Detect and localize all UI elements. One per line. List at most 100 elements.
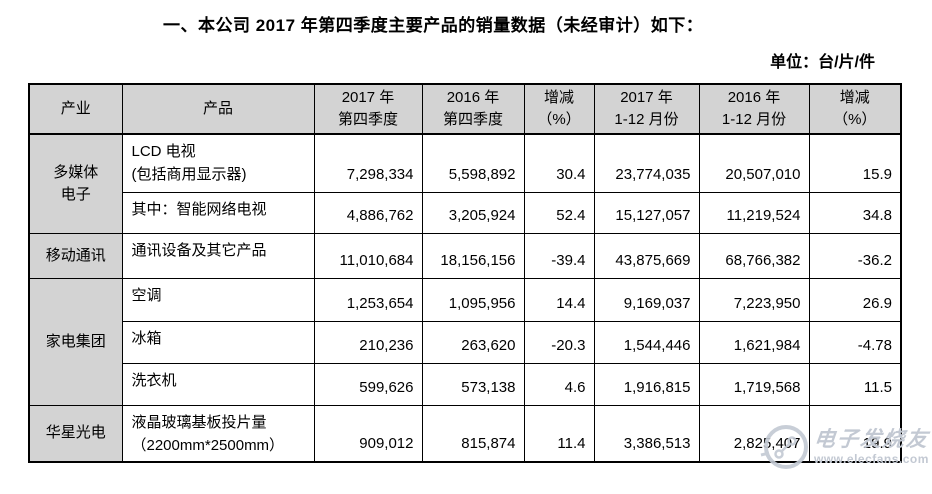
value-cell: 52.4 <box>523 191 595 234</box>
product-label-line1: 冰箱 <box>131 329 162 347</box>
product-label-line2: （2200mm*2500mm） <box>131 436 285 454</box>
product-cell-lcd-glass: 液晶玻璃基板投片量 （2200mm*2500mm） <box>121 404 315 463</box>
value-cell: 23,774,035 <box>593 133 700 193</box>
product-label-line2: (包括商用显示器) <box>131 166 247 183</box>
header-label-line1: 增减 <box>839 89 870 106</box>
value-cell: 599,626 <box>313 362 423 406</box>
col-header-yoy-change: 增减 （%） <box>808 83 902 135</box>
value-cell: 11.4 <box>523 404 595 463</box>
sales-data-table: 产业 产品 2017 年第四季度 2016 年第四季度 增减 （%） 2017 年… <box>28 83 902 463</box>
product-cell-washing-machine: 洗衣机 <box>121 362 315 406</box>
value-cell: 1,916,815 <box>593 362 700 406</box>
col-header-product: 产品 <box>121 83 315 135</box>
product-cell-comm-equipment: 通讯设备及其它产品 <box>121 232 315 279</box>
header-label-line1: 增减 <box>543 89 574 106</box>
value-cell: 3,205,924 <box>421 191 525 234</box>
header-label-line1: 2017 年 <box>341 89 395 106</box>
value-cell: -20.3 <box>523 320 595 364</box>
header-label-line2: 1-12 月份 <box>721 111 787 128</box>
value-cell: 7,223,950 <box>698 277 810 322</box>
header-label: 产品 <box>202 100 233 117</box>
header-label-line2: 第四季度 <box>337 111 398 128</box>
value-cell: 11,219,524 <box>698 191 810 234</box>
value-cell: 1,621,984 <box>698 320 810 364</box>
product-label-line1: 通讯设备及其它产品 <box>131 241 267 259</box>
product-label-line1: 空调 <box>131 286 162 304</box>
product-cell-air-conditioner: 空调 <box>121 277 315 322</box>
industry-cell-home-appliance: 家电集团 <box>28 277 123 406</box>
value-cell: 1,095,956 <box>421 277 525 322</box>
value-cell: 19.9 <box>808 404 902 463</box>
value-cell: 11,010,684 <box>313 232 423 279</box>
product-cell-refrigerator: 冰箱 <box>121 320 315 364</box>
header-label-line1: 2016 年 <box>727 89 781 106</box>
industry-cell-csot: 华星光电 <box>28 404 123 463</box>
header-label-line2: 第四季度 <box>442 111 503 128</box>
industry-label-line2: 电子 <box>60 185 91 203</box>
industry-label-line1: 移动通讯 <box>45 246 106 264</box>
value-cell: -4.78 <box>808 320 902 364</box>
value-cell: 1,719,568 <box>698 362 810 406</box>
table-row-refrigerator: 冰箱 210,236 263,620 -20.3 1,544,446 1,621… <box>29 320 902 364</box>
value-cell: 573,138 <box>421 362 525 406</box>
header-label: 产业 <box>60 100 91 117</box>
value-cell: 210,236 <box>313 320 423 364</box>
value-cell: 1,253,654 <box>313 277 423 322</box>
value-cell: 909,012 <box>313 404 423 463</box>
product-cell-lcd-tv: LCD 电视 (包括商用显示器) <box>121 133 315 193</box>
value-cell: 4,886,762 <box>313 191 423 234</box>
header-label-line2: （%） <box>537 111 581 128</box>
industry-label-line1: 家电集团 <box>45 332 106 350</box>
industry-label-line1: 多媒体 <box>53 163 99 181</box>
product-label-line1: 其中：智能网络电视 <box>131 200 267 218</box>
product-label-line1: 洗衣机 <box>131 371 177 389</box>
table-row-lcd-tv: 多媒体电子 LCD 电视 (包括商用显示器) 7,298,334 5,598,89… <box>28 133 902 234</box>
value-cell: 30.4 <box>523 133 595 193</box>
value-cell: 68,766,382 <box>698 232 810 279</box>
product-label-line1: 液晶玻璃基板投片量 <box>131 413 267 431</box>
value-cell: -36.2 <box>808 232 902 279</box>
header-row: 产业 产品 2017 年第四季度 2016 年第四季度 增减 （%） 2017 年… <box>28 83 902 135</box>
table-row-air-conditioner: 家电集团 空调 1,253,654 1,095,956 14.4 9,169,0… <box>28 277 902 406</box>
value-cell: 815,874 <box>421 404 525 463</box>
col-header-fy-2017: 2017 年 1-12 月份 <box>593 83 700 135</box>
value-cell: 3,386,513 <box>593 404 700 463</box>
page-title: 一、本公司 2017 年第四季度主要产品的销量数据（未经审计）如下： <box>163 16 704 35</box>
value-cell: 1,544,446 <box>593 320 700 364</box>
table-row-comm-equipment: 移动通讯 通讯设备及其它产品 11,010,684 18,156,156 -39… <box>28 232 902 279</box>
value-cell: 5,598,892 <box>421 133 525 193</box>
header-label-line2: （%） <box>833 111 877 128</box>
header-label-line2: 1-12 月份 <box>614 111 679 128</box>
unit-note: 单位：台/片/件 <box>770 54 875 71</box>
col-header-q4-2017: 2017 年第四季度 <box>313 83 423 135</box>
col-header-qoq-change: 增减 （%） <box>523 83 595 135</box>
product-label-line1: LCD 电视 <box>131 143 196 160</box>
header-label-line1: 2016 年 <box>446 89 500 106</box>
value-cell: 14.4 <box>523 277 595 322</box>
product-cell-smart-tv: 其中：智能网络电视 <box>121 191 315 234</box>
value-cell: 9,169,037 <box>593 277 700 322</box>
industry-cell-mobile-comm: 移动通讯 <box>28 232 123 279</box>
value-cell: 34.8 <box>808 191 902 234</box>
table-row-lcd-glass: 华星光电 液晶玻璃基板投片量 （2200mm*2500mm） 909,012 81… <box>28 404 902 463</box>
value-cell: 15.9 <box>808 133 902 193</box>
value-cell: 20,507,010 <box>698 133 810 193</box>
industry-cell-multimedia: 多媒体 电子 <box>28 133 123 234</box>
col-header-fy-2016: 2016 年 1-12 月份 <box>698 83 810 135</box>
value-cell: 2,825,407 <box>698 404 810 463</box>
industry-label-line1: 华星光电 <box>45 424 106 442</box>
value-cell: 18,156,156 <box>421 232 525 279</box>
value-cell: 263,620 <box>421 320 525 364</box>
value-cell: 4.6 <box>523 362 595 406</box>
header-label-line1: 2017 年 <box>620 89 673 106</box>
col-header-industry: 产业 <box>28 83 123 135</box>
value-cell: 26.9 <box>808 277 902 322</box>
col-header-q4-2016: 2016 年第四季度 <box>421 83 525 135</box>
value-cell: -39.4 <box>523 232 595 279</box>
value-cell: 43,875,669 <box>593 232 700 279</box>
value-cell: 7,298,334 <box>313 133 423 193</box>
table-row-washing-machine: 洗衣机 599,626 573,138 4.6 1,916,815 1,719,… <box>29 362 902 406</box>
value-cell: 15,127,057 <box>593 191 700 234</box>
value-cell: 11.5 <box>808 362 902 406</box>
table-row-smart-tv: 其中：智能网络电视 4,886,762 3,205,924 52.4 15,12… <box>29 191 902 234</box>
